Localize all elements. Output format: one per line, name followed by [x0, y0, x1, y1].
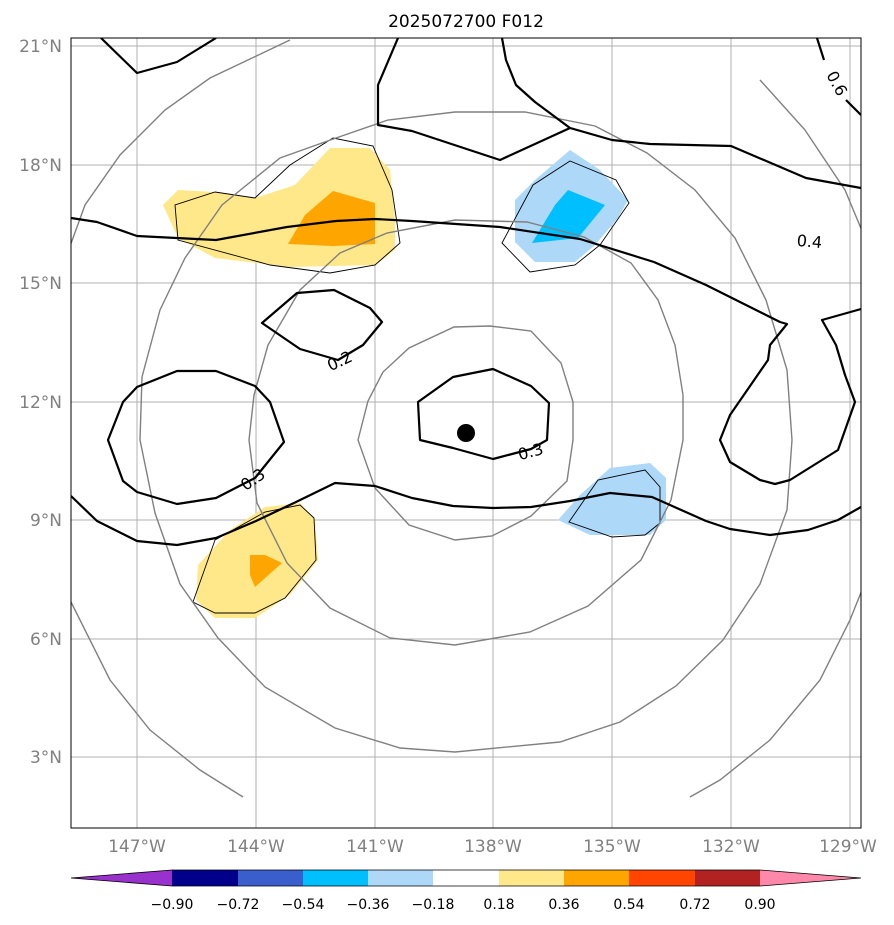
contour-label-0.3-west: 0.3	[237, 464, 269, 494]
colorbar-bin-1	[172, 870, 238, 886]
lon-label-147w: 147°W	[108, 837, 166, 857]
colorbar-label-4: −0.36	[347, 897, 390, 913]
colorbar-bin-3	[303, 870, 368, 886]
shaded-fields	[163, 148, 666, 618]
range-rings	[71, 39, 861, 798]
colorbar: −0.90 −0.72 −0.54 −0.36 −0.18 0.18 0.36 …	[70, 869, 862, 913]
lat-label-21n: 21°N	[19, 37, 62, 57]
colorbar-label-3: −0.54	[282, 897, 325, 913]
lon-label-132w: 132°W	[702, 837, 760, 857]
contour-labels: 0.6 0.4 0.2 0.3 0.3	[237, 68, 851, 495]
colorbar-label-1: −0.90	[151, 897, 194, 913]
outline-negative-south	[568, 469, 661, 538]
lat-label-18n: 18°N	[19, 156, 62, 176]
contour-label-0.6: 0.6	[822, 68, 851, 99]
colorbar-bin-2	[238, 870, 303, 886]
lon-label-135w: 135°W	[583, 837, 641, 857]
outline-negative-north	[501, 160, 630, 273]
colorbar-label-10: 0.90	[744, 897, 775, 913]
range-ring-3	[139, 111, 793, 753]
lon-label-141w: 141°W	[346, 837, 404, 857]
colorbar-bin-9	[695, 870, 760, 886]
colorbar-bin-7	[564, 870, 629, 886]
shade-positive-south-mid	[250, 555, 282, 587]
colorbar-extend-high	[760, 870, 861, 886]
lat-label-6n: 6°N	[30, 630, 62, 650]
longitude-labels: 147°W 144°W 141°W 138°W 135°W 132°W 129°…	[108, 837, 877, 857]
map-border	[70, 37, 862, 829]
lat-label-9n: 9°N	[30, 511, 62, 531]
shade-outlines	[174, 137, 661, 614]
outline-positive-north	[174, 137, 401, 274]
contour-0.3-south	[71, 481, 861, 547]
lon-label-129w: 129°W	[819, 837, 877, 857]
colorbar-bin-5	[433, 870, 499, 886]
shade-positive-north-mid	[288, 191, 375, 246]
storm-center-marker	[457, 424, 475, 442]
colorbar-label-2: −0.72	[217, 897, 260, 913]
contour-0.3-west	[106, 369, 286, 506]
colorbar-label-7: 0.36	[548, 897, 579, 913]
shade-negative-north-mid	[532, 190, 605, 243]
contour-label-0.3-center: 0.3	[516, 439, 546, 464]
contour-0.6	[815, 38, 861, 116]
colorbar-bin-8	[629, 870, 695, 886]
colorbar-bin-6	[499, 870, 564, 886]
outline-positive-south	[192, 504, 317, 614]
colorbar-label-9: 0.72	[679, 897, 710, 913]
lon-label-144w: 144°W	[227, 837, 285, 857]
contours	[71, 38, 861, 547]
lat-label-15n: 15°N	[19, 274, 62, 294]
colorbar-label-8: 0.54	[613, 897, 644, 913]
contour-label-0.4: 0.4	[796, 231, 823, 252]
colorbar-label-5: −0.18	[412, 897, 455, 913]
lon-label-138w: 138°W	[464, 837, 522, 857]
contour-0.2	[260, 288, 384, 362]
lat-label-3n: 3°N	[30, 748, 62, 768]
lat-label-12n: 12°N	[19, 393, 62, 413]
latitude-labels: 21°N 18°N 15°N 12°N 9°N 6°N 3°N	[19, 37, 62, 768]
range-ring-2	[248, 219, 684, 646]
range-ring-4	[71, 39, 861, 798]
colorbar-extend-low	[71, 870, 172, 886]
shade-negative-south-light	[558, 463, 666, 535]
map-title: 2025072700 F012	[388, 12, 544, 32]
contour-0.4-upper	[100, 38, 861, 190]
map-area: 0.6 0.4 0.2 0.3 0.3	[71, 38, 861, 828]
colorbar-outline	[70, 869, 862, 887]
contour-0.4-main	[71, 216, 861, 486]
colorbar-labels: −0.90 −0.72 −0.54 −0.36 −0.18 0.18 0.36 …	[151, 897, 776, 913]
colorbar-bin-4	[368, 870, 433, 886]
colorbar-label-6: 0.18	[483, 897, 514, 913]
gridlines	[71, 38, 861, 828]
range-ring-1	[357, 325, 574, 541]
contour-0.3-center	[416, 367, 551, 461]
